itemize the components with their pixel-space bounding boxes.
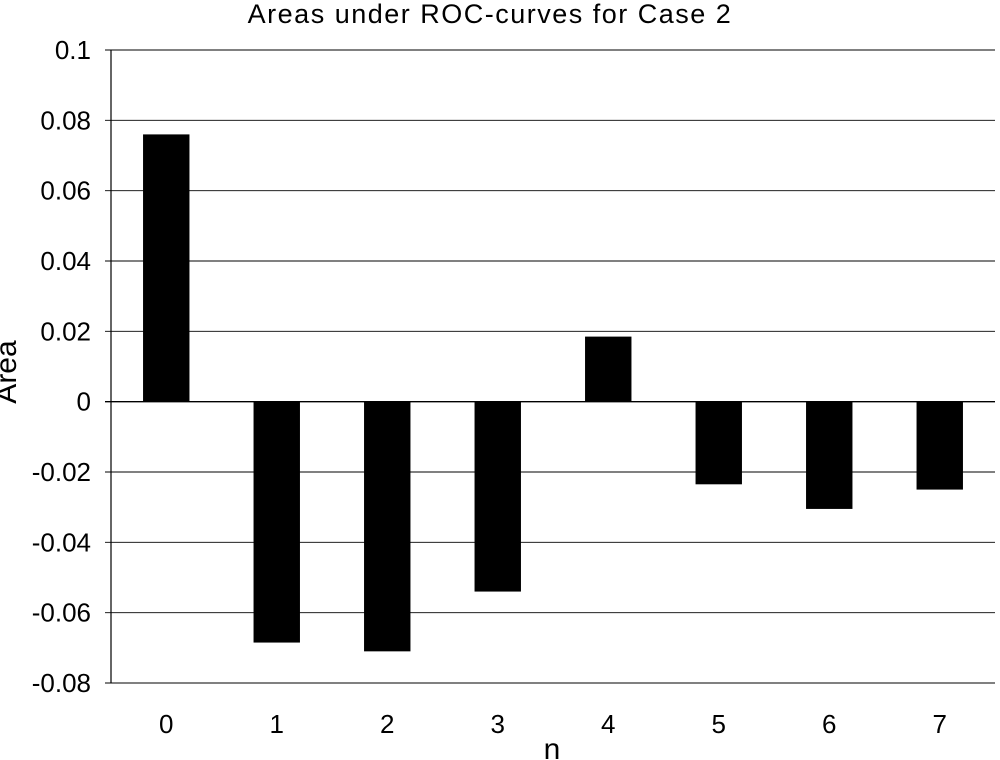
y-axis-title: Area [0, 340, 23, 404]
y-tick-label: 0.08 [40, 105, 91, 135]
gridlines [105, 49, 995, 684]
y-tick-label: -0.02 [32, 457, 91, 487]
bar [253, 401, 300, 643]
chart-title: Areas under ROC-curves for Case 2 [248, 0, 733, 29]
bar [474, 401, 521, 592]
bar [585, 336, 632, 402]
bar [806, 401, 853, 509]
y-tick-label: 0.04 [40, 246, 91, 276]
x-axis-title: n [544, 733, 561, 760]
x-tick-label: 1 [270, 709, 284, 739]
y-tick-label: -0.08 [32, 668, 91, 698]
x-tick-label: 3 [491, 709, 505, 739]
x-tick-label: 4 [601, 709, 615, 739]
bar [143, 134, 190, 402]
x-tick-label: 2 [380, 709, 394, 739]
y-tick-label: -0.04 [32, 527, 91, 557]
x-tick-label: 6 [822, 709, 836, 739]
y-tick-label: 0.1 [55, 35, 91, 65]
bars [143, 134, 963, 652]
y-tick-label: 0.06 [40, 176, 91, 206]
x-axis-ticks: 0 1 2 3 4 5 6 7 [159, 709, 947, 739]
y-tick-label: -0.06 [32, 598, 91, 628]
y-axis-ticks: 0.1 0.08 0.06 0.04 0.02 0 -0.02 -0.04 -0.06 -0.08 [32, 35, 91, 698]
bar [695, 401, 742, 485]
y-tick-label: 0 [77, 387, 91, 417]
bar [364, 401, 411, 652]
x-tick-label: 0 [159, 709, 173, 739]
x-tick-label: 5 [712, 709, 726, 739]
bar [916, 401, 963, 490]
y-tick-label: 0.02 [40, 316, 91, 346]
x-tick-label: 7 [933, 709, 947, 739]
